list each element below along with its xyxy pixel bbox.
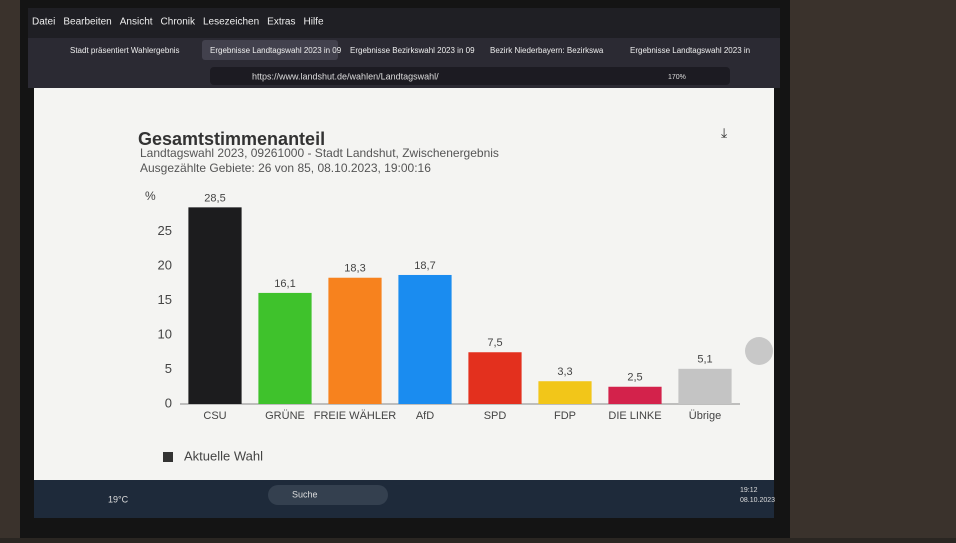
tab-title: Bezirk Niederbayern: Bezirkswa [490, 46, 604, 55]
x-tick-label: SPD [484, 410, 507, 422]
clock-date: 08.10.2023 [740, 497, 775, 504]
bar [608, 386, 662, 404]
tab-bar [28, 38, 780, 62]
value-label: 18,3 [344, 263, 365, 275]
value-label: 18,7 [414, 260, 435, 272]
legend-label: Aktuelle Wahl [184, 448, 263, 463]
x-tick-label: FREIE WÄHLER [314, 410, 397, 422]
value-label: 7,5 [487, 337, 502, 349]
bar [538, 381, 592, 404]
legend-swatch [163, 452, 173, 462]
value-label: 5,1 [697, 354, 712, 366]
download-icon[interactable]: ⤓ [721, 125, 727, 141]
menu-item[interactable]: Ansicht [120, 17, 153, 28]
menu-item[interactable]: Datei [32, 17, 55, 28]
bar [468, 352, 522, 404]
taskbar [34, 480, 774, 518]
url-bar[interactable] [210, 67, 730, 85]
bar [188, 207, 242, 404]
clock-time: 19:12 [740, 487, 758, 494]
menu-item[interactable]: Extras [267, 17, 295, 28]
x-tick-label: Übrige [689, 410, 721, 422]
url: https://www.landshut.de/wahlen/Landtagsw… [252, 71, 439, 81]
tab-title: Ergebnisse Bezirkswahl 2023 in 09 [350, 46, 475, 55]
y-tick-label: 15 [158, 292, 172, 307]
chart-title: Gesamtstimmenanteil [138, 129, 325, 149]
value-label: 3,3 [557, 366, 572, 378]
scroll-top-button[interactable] [745, 337, 773, 365]
menu-item[interactable]: Lesezeichen [203, 17, 259, 28]
search-box[interactable] [268, 485, 388, 505]
menu-item[interactable]: Chronik [161, 17, 196, 28]
value-label: 2,5 [627, 372, 642, 384]
menu-bar [28, 8, 780, 38]
menu-item[interactable]: Hilfe [304, 17, 324, 28]
zoom: 170% [668, 74, 686, 81]
chart: 0 5 10 15 20 25 CSU 28,5 GRÜNE 16,1 FREIE WÄHLER 18… [158, 192, 740, 463]
y-tick-label: 10 [158, 326, 172, 341]
x-tick-label: GRÜNE [265, 410, 305, 422]
y-tick-label: 20 [158, 257, 172, 272]
tab-title: Ergebnisse Landtagswahl 2023 in 09 [210, 46, 342, 55]
bar [258, 292, 312, 404]
bar [328, 277, 382, 404]
menu: Datei Bearbeiten Ansicht Chronik Lesezeichen… [32, 17, 324, 28]
y-tick-label: 25 [158, 223, 172, 238]
search-text: Suche [292, 489, 318, 499]
x-tick-label: AfD [416, 410, 434, 422]
y-axis-label: % [145, 189, 156, 203]
tab-title: Ergebnisse Landtagswahl 2023 in [630, 46, 750, 55]
value-label: 16,1 [274, 278, 295, 290]
bar [678, 368, 732, 404]
x-tick-label: CSU [203, 410, 226, 422]
tab-title: Stadt präsentiert Wahlergebnis [70, 46, 180, 55]
tab[interactable] [202, 40, 338, 60]
weather: 19°C [108, 494, 129, 504]
value-label: 28,5 [204, 192, 225, 204]
menu-item[interactable]: Bearbeiten [63, 17, 111, 28]
y-tick-label: 5 [165, 361, 172, 376]
y-tick-label: 0 [165, 395, 172, 410]
chart-subtitle: Landtagswahl 2023, 09261000 - Stadt Land… [140, 146, 499, 160]
tabs: Stadt präsentiert Wahlergebnis Ergebnisse… [70, 40, 750, 60]
bar [398, 274, 452, 404]
chart-subtitle: Ausgezählte Gebiete: 26 von 85, 08.10.20… [140, 161, 431, 175]
x-tick-label: FDP [554, 410, 576, 422]
x-tick-label: DIE LINKE [608, 410, 661, 422]
